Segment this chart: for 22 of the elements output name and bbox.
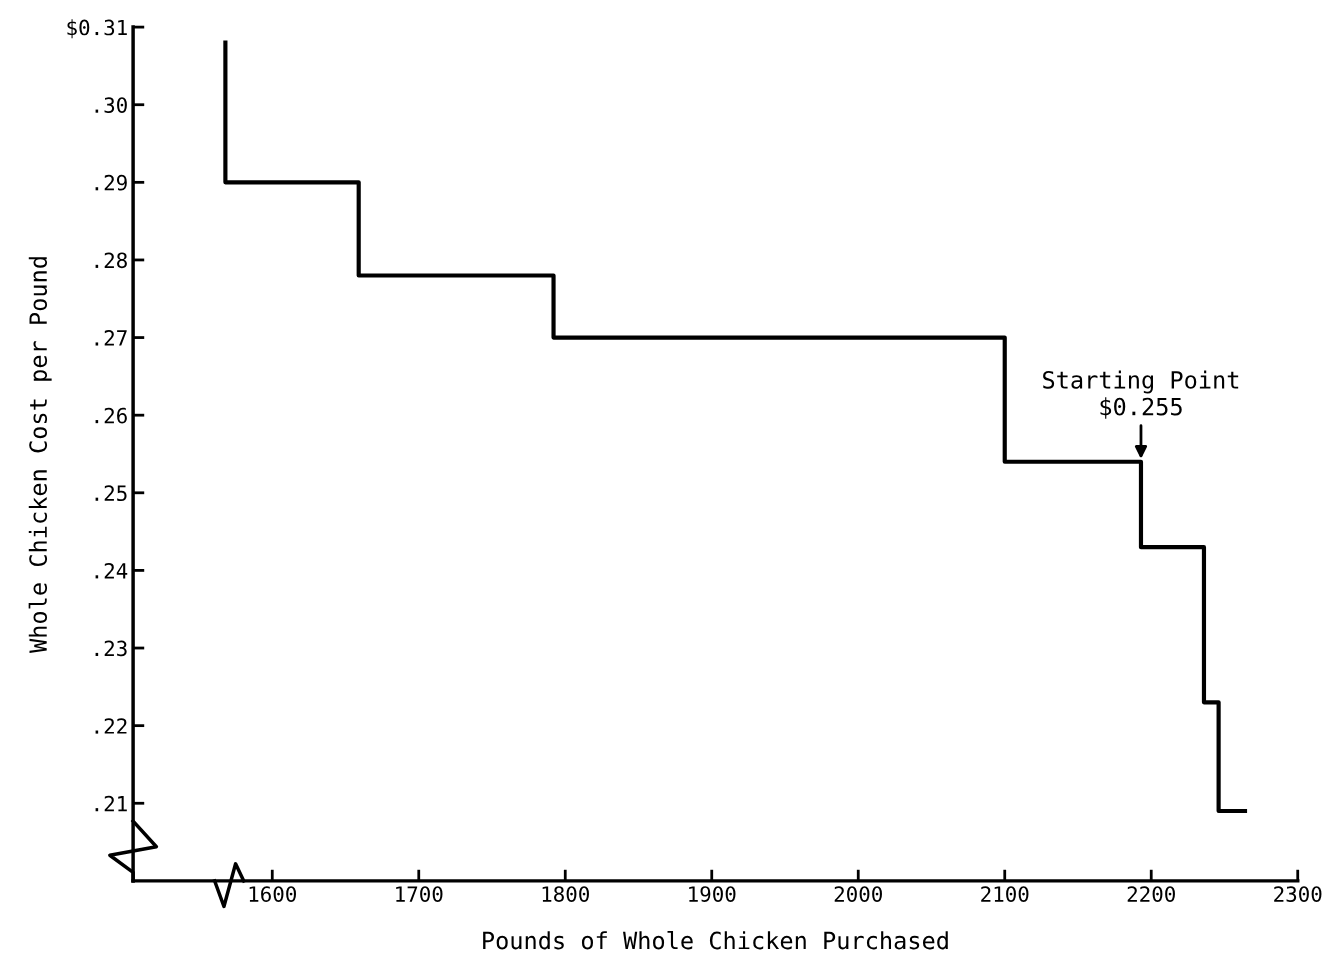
x-tick-label: 2300 xyxy=(1274,886,1322,902)
annotation: Starting Point $0.255 xyxy=(1043,370,1239,419)
y-tick-label: $0.31 xyxy=(67,19,127,39)
y-tick-label: .29 xyxy=(95,174,127,191)
y-tick-label: .24 xyxy=(95,562,128,579)
y-axis-title: Whole Chicken Cost per Pound xyxy=(28,257,52,653)
y-tick-label: .26 xyxy=(95,407,127,424)
y-tick-label: .30 xyxy=(95,97,127,113)
x-tick-label: 2100 xyxy=(981,886,1029,902)
x-tick-label: 1700 xyxy=(396,886,443,902)
y-tick-label: .28 xyxy=(95,252,127,269)
x-axis-title: Pounds of Whole Chicken Purchased xyxy=(483,931,948,950)
x-tick-label: 1900 xyxy=(689,886,736,902)
y-tick-label: .25 xyxy=(95,485,127,502)
y-tick-label: .22 xyxy=(95,718,127,734)
x-tick-label: 2200 xyxy=(1127,886,1175,902)
y-tick-label: .23 xyxy=(95,640,127,657)
y-tick-label: .27 xyxy=(95,330,127,346)
x-tick-label: 1600 xyxy=(249,886,296,902)
x-tick-label: 1800 xyxy=(542,886,589,902)
y-tick-label: .21 xyxy=(95,795,127,812)
x-tick-label: 2000 xyxy=(834,886,882,902)
